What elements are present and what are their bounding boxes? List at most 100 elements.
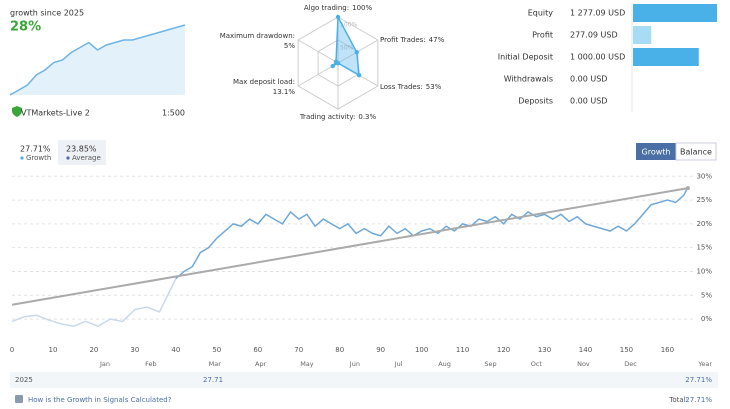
radar-tick-label: 100%	[340, 22, 357, 29]
x-tick-label: 140	[579, 346, 592, 354]
growth-title: growth since 2025	[10, 9, 84, 18]
y-tick-label: 20%	[696, 220, 712, 228]
x-tick-label: 70	[294, 346, 303, 354]
footer-row	[10, 372, 718, 388]
x-tick-label: 120	[497, 346, 510, 354]
month-label: Jul	[394, 360, 403, 368]
x-tick-label: 160	[661, 346, 674, 354]
tab-label[interactable]: Balance	[680, 148, 712, 157]
bar-value-label: 277.09 USD	[570, 31, 618, 40]
tab[interactable]	[675, 142, 717, 161]
growth-value: 28%	[10, 20, 41, 35]
bar-category: Initial Deposit	[498, 53, 553, 62]
radar-value-label: 47%	[429, 36, 445, 44]
month-label: Aug	[438, 360, 451, 368]
footer-year: 2025	[15, 376, 33, 384]
radar-tick-label: 50%	[340, 45, 354, 52]
radar-label: Profit Trades: 47%	[380, 36, 445, 44]
end-point	[685, 186, 690, 191]
verified-icon	[12, 106, 22, 117]
sparkline-area	[10, 25, 185, 95]
account[interactable]: VTMarkets-Live 2	[21, 109, 90, 118]
bar	[633, 26, 652, 44]
radar-category: Max deposit load:	[233, 78, 295, 86]
month-label: Jan	[99, 360, 110, 368]
month-label: Apr	[255, 360, 267, 368]
radar-point	[335, 14, 341, 20]
radar-label: Algo trading: 100%	[304, 4, 373, 12]
bar-value-label: 1 277.09 USD	[570, 9, 625, 18]
series-line	[11, 278, 177, 328]
x-tick-label: 100	[415, 346, 428, 354]
bar-category: Equity	[528, 9, 554, 18]
dot	[66, 156, 70, 160]
bar-category: Profit	[532, 31, 553, 40]
x-tick-label: 110	[456, 346, 469, 354]
x-tick-label: 40	[171, 346, 180, 354]
dot	[20, 156, 24, 160]
tab-active[interactable]	[636, 143, 676, 160]
month-label: May	[300, 360, 314, 368]
radar-point	[330, 63, 335, 69]
tab-label[interactable]: Growth	[642, 148, 671, 157]
stat-box	[58, 140, 106, 165]
x-tick-label: 30	[130, 346, 139, 354]
month-label: Oct	[531, 360, 543, 368]
bar	[633, 48, 699, 66]
y-tick-label: 0%	[701, 315, 712, 323]
stat-average: 23.85%	[66, 145, 97, 154]
x-tick-label: 0	[10, 346, 14, 354]
radar-label: Trading activity: 0.3%	[299, 113, 377, 121]
month-label: Dec	[624, 360, 637, 368]
radar-point	[333, 59, 339, 65]
radar-value-label: 100%	[352, 4, 372, 12]
radar-point	[354, 49, 359, 55]
x-tick-label: 150	[620, 346, 633, 354]
month-label: Feb	[145, 360, 157, 368]
bar-category: Deposits	[518, 97, 553, 106]
x-tick-label: 80	[335, 346, 344, 354]
radar-value-label: 5%	[284, 42, 295, 50]
footer-value: 27.71	[203, 376, 223, 384]
month-label: Sep	[484, 360, 496, 368]
y-tick-label: 5%	[701, 291, 712, 299]
radar-point	[356, 72, 362, 78]
x-tick-label: 50	[212, 346, 221, 354]
radar-label: Maximum drawdown: 5%	[220, 32, 296, 50]
x-tick-label: 130	[538, 346, 551, 354]
radar-value-label: 0.3%	[358, 113, 376, 121]
radar-value-label: 13.1%	[273, 88, 296, 96]
x-tick-label: 10	[49, 346, 58, 354]
stat-growth-label: Growth	[26, 154, 51, 162]
radar-category: Algo trading:	[304, 4, 349, 12]
radar-category: Loss Trades:	[380, 83, 423, 91]
month-label: Nov	[577, 360, 590, 368]
stat-growth: 27.71%	[20, 145, 51, 154]
radar-category: Trading activity:	[299, 113, 356, 121]
y-tick-label: 15%	[696, 244, 712, 252]
stat-average-label: Average	[72, 154, 101, 162]
bar-category: Withdrawals	[504, 75, 553, 84]
y-tick-label: 10%	[696, 267, 712, 275]
help-link[interactable]: How is the Growth in Signals Calculated?	[28, 396, 172, 404]
y-tick-label: 25%	[696, 196, 712, 204]
series-line	[11, 187, 689, 306]
leverage: 1:500	[162, 109, 185, 118]
bar-value-label: 0.00 USD	[570, 75, 607, 84]
total-value: 27.71%	[685, 396, 712, 404]
month-label: Mar	[209, 360, 222, 368]
bar	[633, 4, 717, 22]
total-label: Total:	[668, 396, 688, 404]
radar-category: Maximum drawdown:	[220, 32, 295, 40]
month-label: Jun	[349, 360, 360, 368]
radar-label: Loss Trades: 53%	[380, 83, 442, 91]
bar-value-label: 1 000.00 USD	[570, 53, 625, 62]
radar-category: Profit Trades:	[380, 36, 426, 44]
x-axis-title: Year	[697, 360, 712, 368]
radar-label: Max deposit load: 13.1%	[233, 78, 295, 96]
bar-value-label: 0.00 USD	[570, 97, 607, 106]
x-tick-label: 90	[376, 346, 385, 354]
radar-axis	[297, 39, 339, 64]
